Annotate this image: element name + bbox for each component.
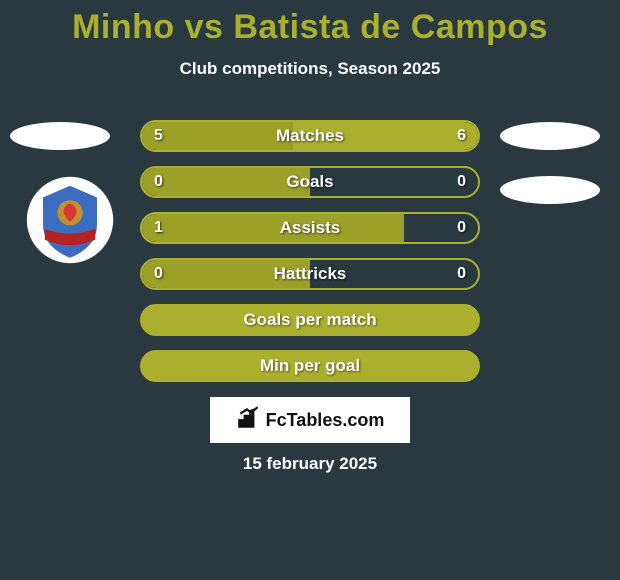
stats-bars-area: 56Matches 00Goals 10Assists 00Hattricks Goal…: [140, 120, 480, 396]
bar-label: Hattricks: [142, 260, 478, 288]
subtitle: Club competitions, Season 2025: [0, 59, 620, 79]
bar-label: Min per goal: [142, 352, 478, 380]
bar-label: Goals per match: [142, 306, 478, 334]
stat-bar-hattricks: 00Hattricks: [140, 258, 480, 290]
stat-bar-assists: 10Assists: [140, 212, 480, 244]
club-crest-left: [25, 175, 115, 265]
stat-bar-goals-per-match: Goals per match: [140, 304, 480, 336]
brand-text: FcTables.com: [266, 410, 385, 431]
placeholder-ellipse-right-2: [500, 176, 600, 204]
stat-bar-goals: 00Goals: [140, 166, 480, 198]
footer-date: 15 february 2025: [0, 454, 620, 474]
bar-label: Matches: [142, 122, 478, 150]
chart-logo-icon: [236, 405, 262, 436]
stat-bar-matches: 56Matches: [140, 120, 480, 152]
page-title: Minho vs Batista de Campos: [0, 0, 620, 47]
placeholder-ellipse-left: [10, 122, 110, 150]
brand-badge: FcTables.com: [210, 397, 410, 443]
bar-label: Goals: [142, 168, 478, 196]
stat-bar-min-per-goal: Min per goal: [140, 350, 480, 382]
placeholder-ellipse-right-1: [500, 122, 600, 150]
bar-label: Assists: [142, 214, 478, 242]
